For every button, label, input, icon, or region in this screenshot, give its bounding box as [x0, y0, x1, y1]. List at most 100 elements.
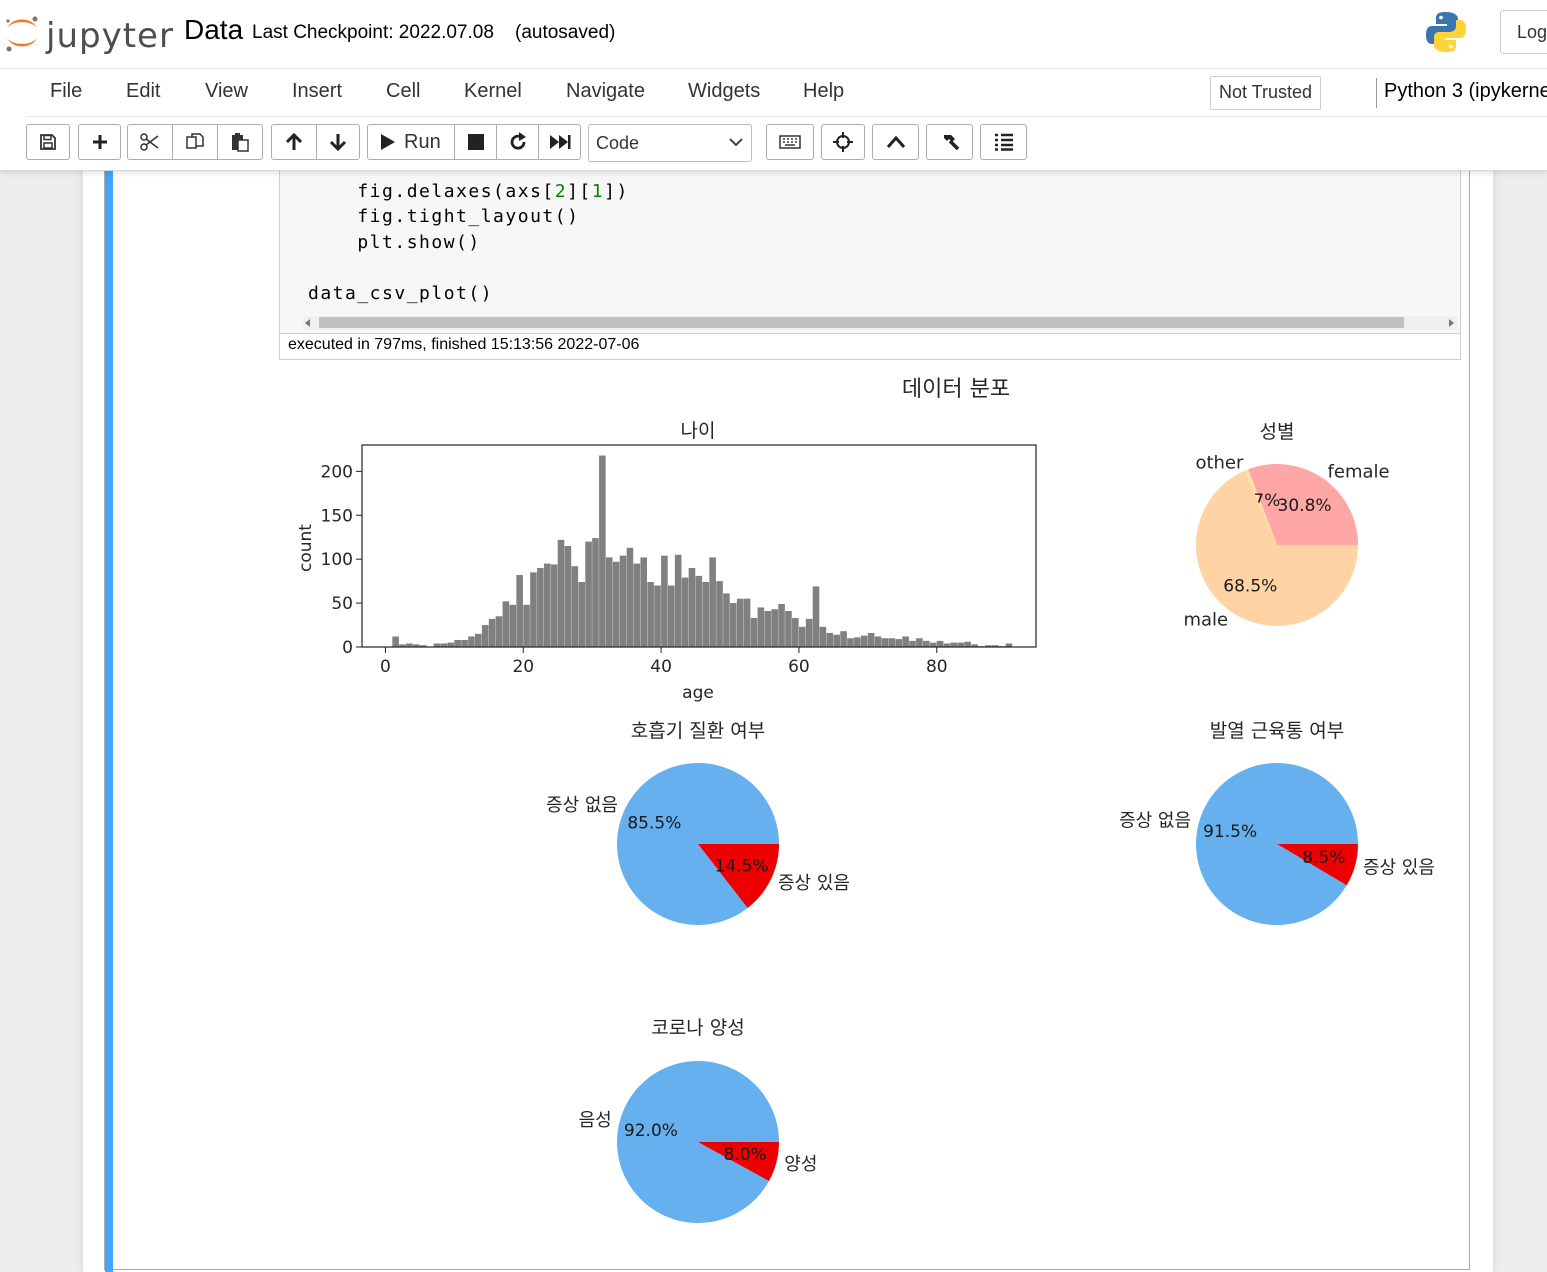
run-label: Run [404, 130, 441, 153]
interrupt-button[interactable] [454, 124, 497, 160]
histogram-bar [468, 636, 475, 647]
chevron-down-icon [729, 138, 743, 147]
histogram-bar [523, 604, 530, 647]
histogram-bar [440, 643, 448, 647]
not-trusted-badge[interactable]: Not Trusted [1210, 76, 1322, 110]
insert-cell-button[interactable] [78, 124, 121, 160]
copy-icon [186, 133, 204, 149]
histogram-bar [950, 642, 958, 647]
histogram-bar [805, 618, 813, 647]
move-up-button[interactable] [271, 124, 317, 160]
horizontal-scrollbar[interactable] [303, 316, 1458, 330]
histogram-bar [826, 632, 834, 647]
fever-pie-chart: 발열 근육통 여부 91.5% 증상 없음 8.5% 증상 있음 [1119, 720, 1435, 925]
command-palette-button[interactable] [766, 124, 814, 160]
kernel-indicator[interactable]: Python 3 (ipykerne [1384, 80, 1547, 102]
run-button[interactable]: Run [367, 124, 455, 160]
histogram-bar [461, 639, 468, 647]
jupyter-logo-text: jupyter [46, 16, 174, 56]
pie-percent-label: 92.0% [624, 1121, 678, 1141]
menu-view[interactable]: View [205, 80, 248, 102]
histogram-bar [681, 577, 689, 647]
copy-button[interactable] [172, 124, 218, 160]
move-down-button[interactable] [316, 124, 360, 160]
cell-type-select[interactable]: Code [588, 124, 752, 162]
paste-button[interactable] [217, 124, 263, 160]
histogram-bar [406, 643, 413, 647]
scissors-icon [140, 133, 159, 151]
restart-run-all-button[interactable] [538, 124, 581, 160]
pie-percent-label: 68.5% [1223, 577, 1277, 597]
autosave-status: (autosaved) [515, 22, 616, 43]
scroll-right-icon[interactable] [1448, 319, 1454, 327]
stop-icon [467, 134, 484, 150]
menu-cell[interactable]: Cell [386, 80, 421, 102]
save-icon [40, 134, 56, 150]
histogram-bar [888, 638, 896, 647]
collapse-button[interactable] [872, 124, 919, 160]
histogram-bar [819, 626, 827, 647]
histogram-bar [730, 603, 737, 647]
pie-slice-label: 양성 [784, 1154, 817, 1175]
y-tick-label: 0 [342, 638, 353, 658]
y-tick-label: 200 [321, 462, 353, 482]
menu-edit[interactable]: Edit [126, 80, 161, 102]
logout-button[interactable]: Log [1500, 10, 1547, 54]
histogram-bar [957, 642, 965, 647]
menu-insert[interactable]: Insert [292, 80, 343, 102]
histogram-bar [612, 561, 620, 647]
notebook-header: jupyter Data Last Checkpoint: 2022.07.08… [0, 0, 1547, 171]
pie-percent-label: 91.5% [1203, 822, 1257, 842]
histogram-bar [688, 567, 696, 647]
histogram-bar [743, 598, 751, 647]
pie-title: 코로나 양성 [651, 1017, 744, 1039]
histogram-bar [488, 618, 496, 647]
pie-slice-label: other [1195, 452, 1244, 473]
code-cell[interactable] [104, 170, 1470, 1270]
covid-pie-chart: 코로나 양성 92.0% 음성 8.0% 양성 [579, 1017, 817, 1223]
table-of-contents-button[interactable] [980, 124, 1027, 160]
histogram-bar [991, 645, 999, 647]
histogram-bar [585, 541, 592, 647]
histogram-bar [654, 585, 661, 647]
menu-file[interactable]: File [50, 80, 83, 102]
histogram-frame [361, 444, 1037, 648]
histogram-bar [495, 616, 503, 647]
histogram-bar [647, 582, 654, 647]
notebook-name[interactable]: Data [184, 14, 244, 45]
histogram-bar [626, 547, 634, 647]
scroll-left-icon[interactable] [305, 319, 311, 327]
histogram-bar [702, 582, 710, 647]
histogram-bar [557, 539, 565, 647]
histogram-bar [792, 618, 799, 647]
crosshair-button[interactable] [821, 124, 865, 160]
scrollbar-thumb[interactable] [319, 317, 1404, 328]
respiratory-pie-chart: 호흡기 질환 여부 85.5% 증상 없음 14.5% 증상 있음 [546, 720, 850, 925]
y-tick-label: 100 [321, 550, 353, 570]
histogram-bar [502, 601, 510, 647]
list-icon [994, 133, 1013, 151]
cut-button[interactable] [127, 124, 173, 160]
histogram-bar [433, 643, 441, 647]
menu-widgets[interactable]: Widgets [688, 80, 761, 102]
save-button[interactable] [26, 124, 70, 160]
build-button[interactable] [926, 124, 973, 160]
kernel-separator [1376, 78, 1377, 108]
pie-slice-label: 증상 없음 [546, 795, 618, 816]
histogram-bar [916, 638, 923, 647]
paste-icon [232, 133, 249, 152]
cell-type-value: Code [596, 133, 640, 153]
jupyter-logo[interactable]: jupyter [2, 8, 174, 58]
menu-kernel[interactable]: Kernel [464, 80, 522, 102]
histogram-bar [860, 635, 868, 647]
histogram-ylabel: count [296, 524, 316, 572]
menu-navigate[interactable]: Navigate [566, 80, 645, 102]
restart-icon [510, 132, 526, 150]
restart-button[interactable] [496, 124, 539, 160]
menu-help[interactable]: Help [803, 80, 845, 102]
plus-icon [92, 135, 107, 149]
code-editor[interactable]: fig.delaxes(axs[2][1]) fig.tight_layout(… [279, 170, 1461, 334]
histogram-bar [929, 642, 937, 647]
pie-slice [1248, 464, 1358, 545]
